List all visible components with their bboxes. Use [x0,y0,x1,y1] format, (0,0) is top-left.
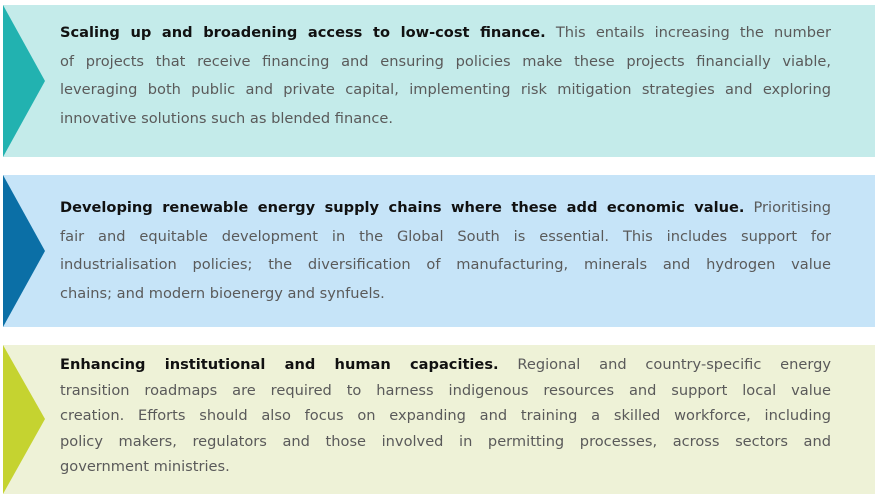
box-text-line: creation. Efforts should also focus on e… [60,407,831,425]
box-text-line: This entails increasing the number [545,24,831,41]
box-text-line: innovative solutions such as blended fin… [60,109,394,127]
box-text-line: chains; and modern bioenergy and synfuel… [60,284,385,302]
arrow-chevron-icon [3,175,45,327]
supply-chains-box: Developing renewable energy supply chain… [3,175,875,327]
box-heading: Scaling up and broadening access to low-… [60,24,546,41]
box-text-line: Prioritising [744,199,832,216]
box-text-line: of projects that receive financing and e… [60,52,831,70]
box-heading: Developing renewable energy supply chain… [60,199,745,216]
box-text-line: government ministries. [60,458,230,476]
box-text-line: industrialisation policies; the diversif… [60,256,831,273]
box-text-line: policy makers, regulators and those invo… [60,432,831,450]
box-heading: Enhancing institutional and human capaci… [60,356,499,373]
capacities-box: Enhancing institutional and human capaci… [3,345,875,494]
box-text-line: leveraging both public and private capit… [60,81,831,98]
box-text-line: fair and equitable development in the Gl… [60,227,831,245]
box-text-line: Regional and country-specific energy [498,356,831,373]
box-text-line: transition roadmaps are required to harn… [60,381,831,399]
finance-box: Scaling up and broadening access to low-… [3,5,875,157]
arrow-chevron-icon [3,5,45,157]
arrow-chevron-icon [3,345,45,494]
